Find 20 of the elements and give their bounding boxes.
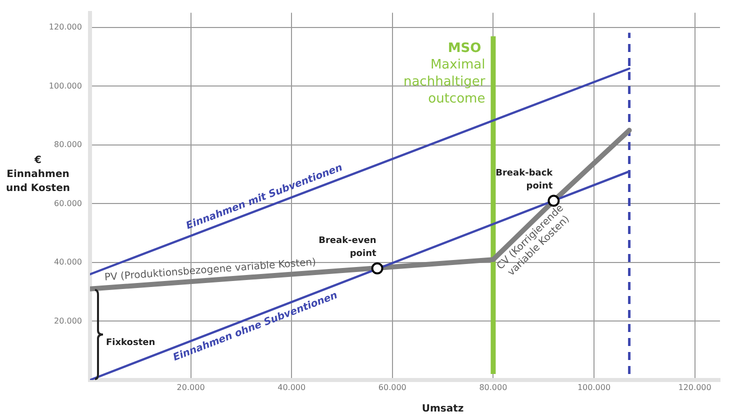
x-tick-label: 20.000 [176,382,205,392]
x-tick-label: 60.000 [378,382,406,392]
x-tick-label: 100.000 [577,382,611,392]
series-label: PV (Produktionsbezogene variable Kosten) [104,257,316,284]
ref-line-label: MSO [448,41,482,56]
annotation: Fixkosten [106,338,156,348]
annotation: Break-even point [318,236,377,260]
x-axis-title: Umsatz [422,404,464,415]
y-tick-label: 120.000 [48,22,82,32]
y-tick-label: 60.000 [54,198,82,208]
annotation: Break-back point [496,168,554,192]
x-tick-label: 80.000 [479,382,508,392]
y-axis-title: € Einnahmen und Kosten [6,154,70,194]
y-tick-label: 40.000 [54,258,82,267]
y-tick-label: 100.000 [48,81,82,90]
annotation: Maximal nachhaltiger outcome [403,57,486,106]
x-tick-label: 120.000 [678,382,712,392]
y-tick-label: 20.000 [54,316,82,326]
x-tick-label: 40.000 [278,382,306,392]
y-tick-label: 80.000 [54,140,82,150]
